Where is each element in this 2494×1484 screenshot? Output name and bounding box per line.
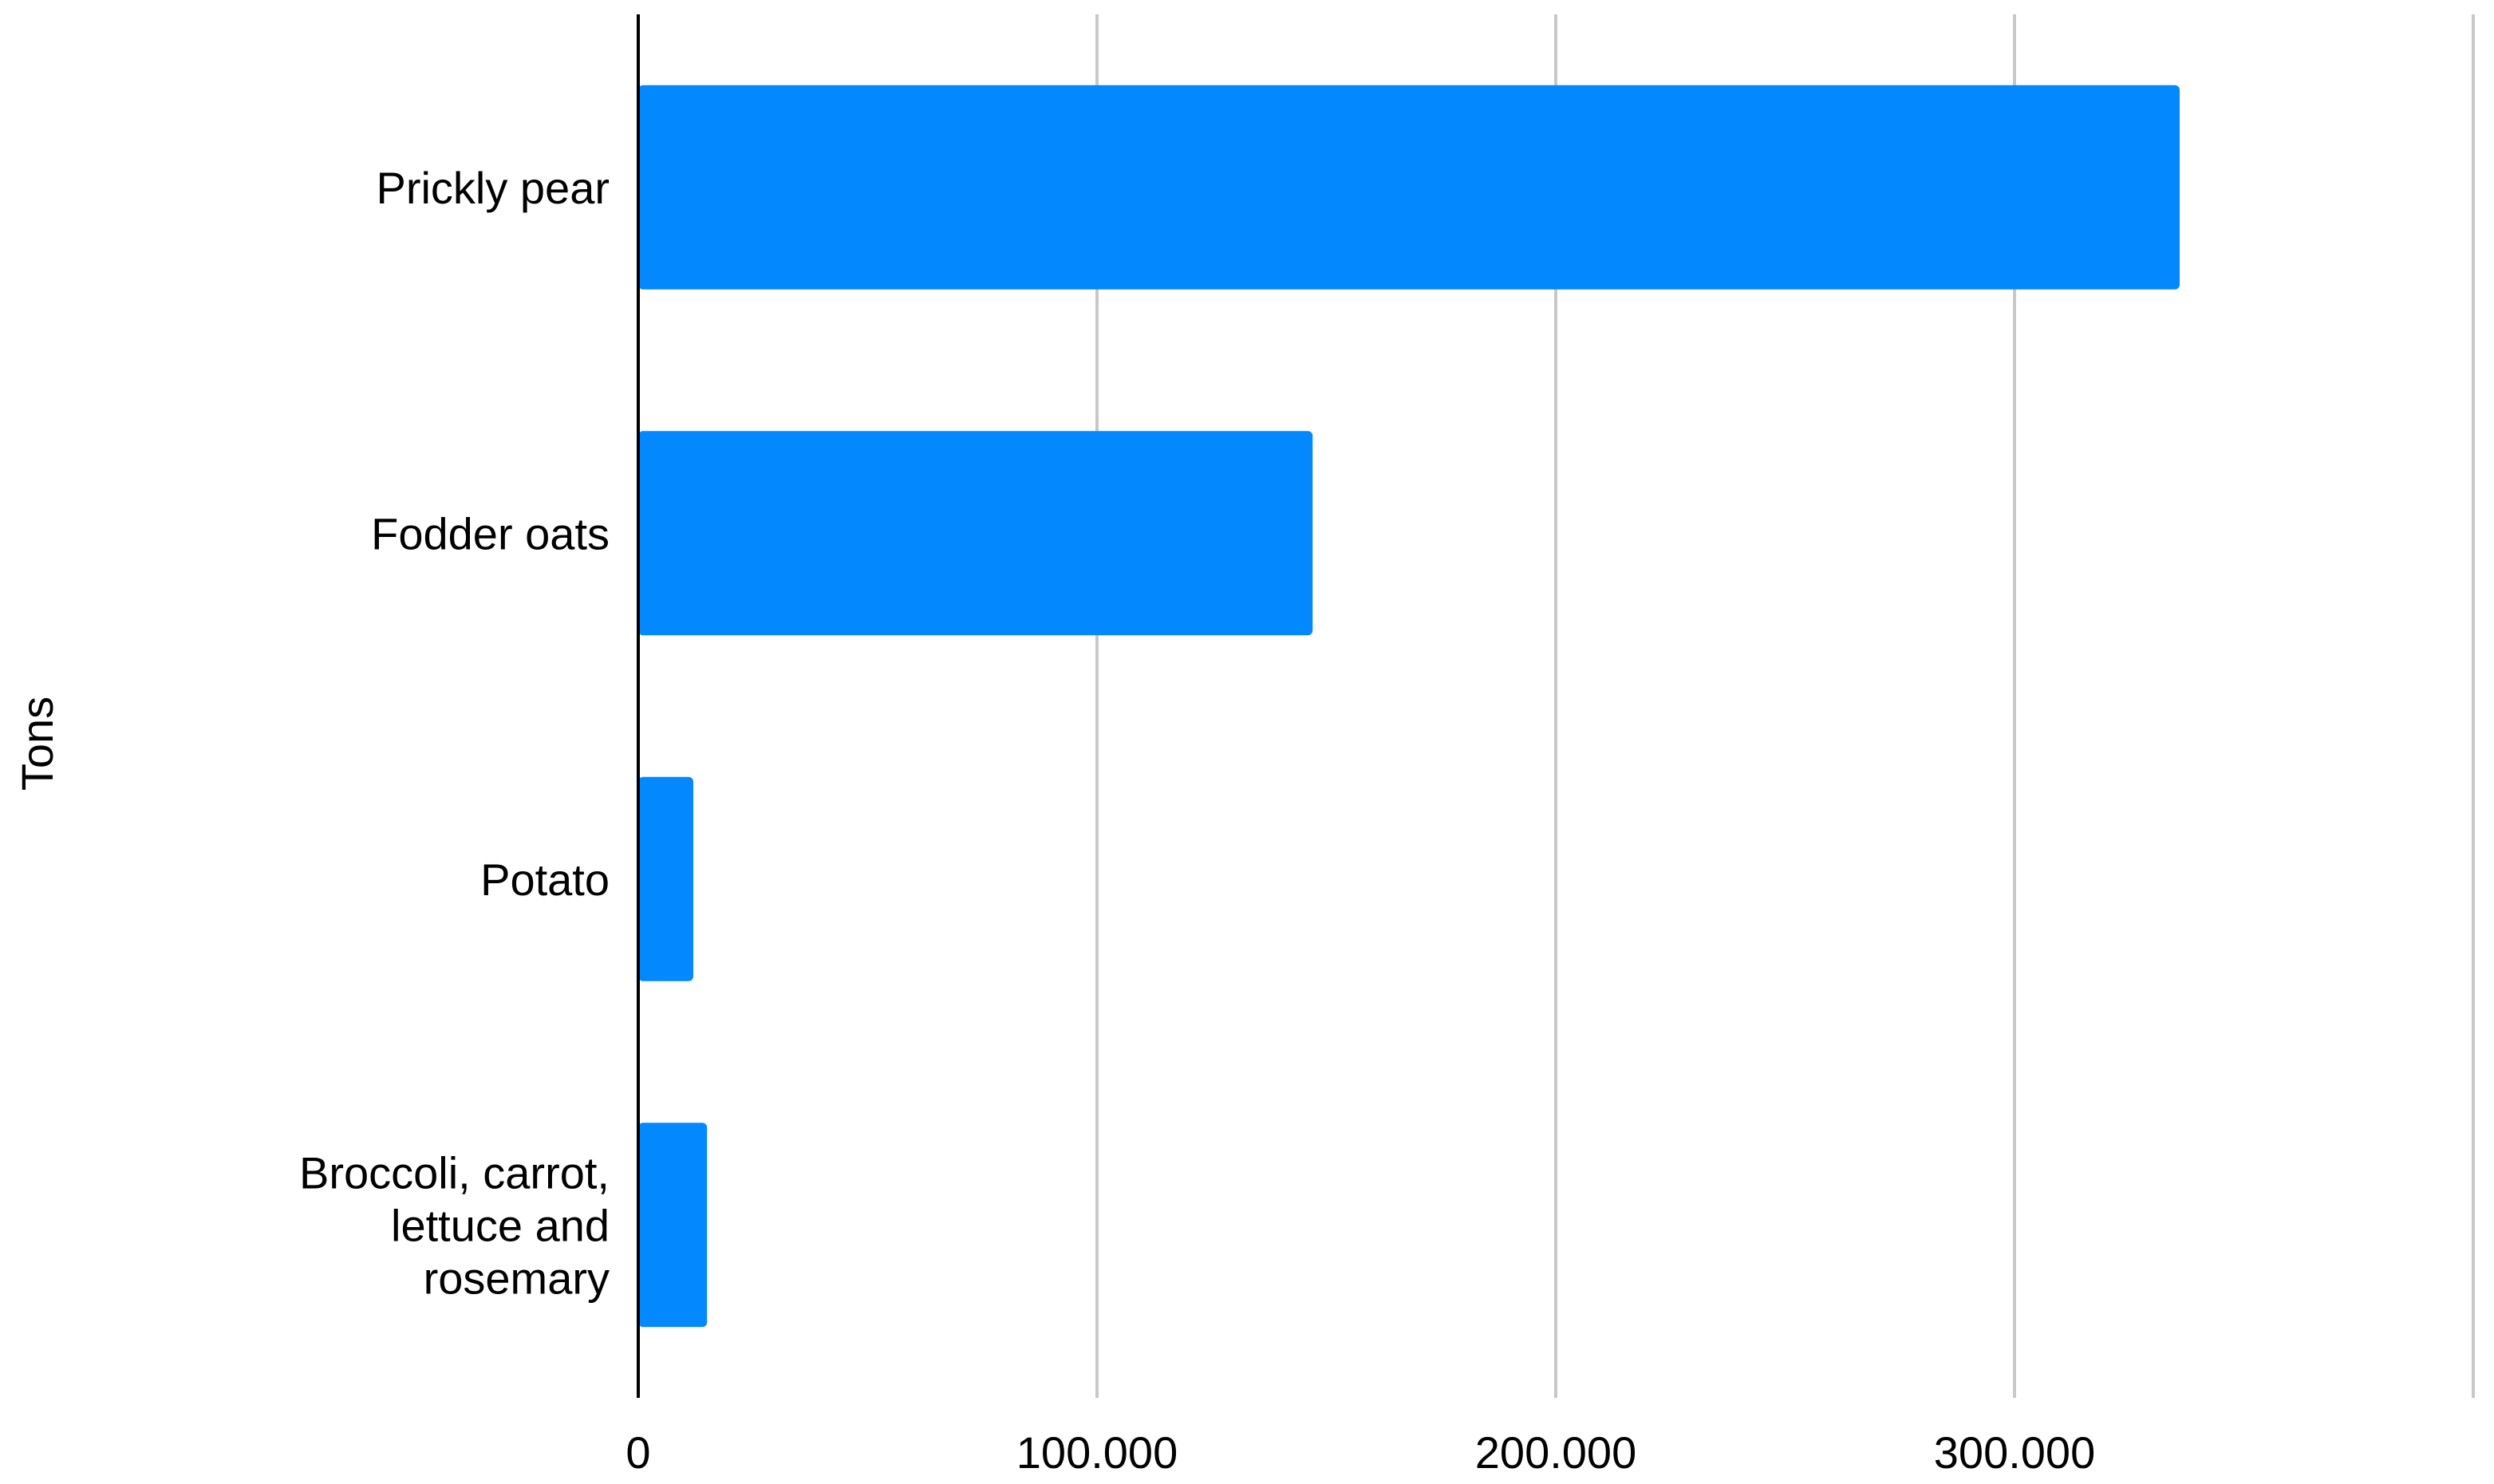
category-label-line: Potato — [480, 854, 610, 905]
category-label-line: lettuce and — [391, 1200, 610, 1250]
category-label: Fodder oats — [371, 508, 610, 558]
category-label: Broccoli, carrot, lettuce and rosemary — [299, 1147, 610, 1303]
x-tick-label: 0 — [625, 1427, 650, 1478]
bars — [638, 85, 2180, 1328]
bar — [638, 431, 1313, 636]
category-label: Potato — [480, 854, 610, 905]
category-label-line: Prickly pear — [376, 163, 610, 213]
bar — [638, 85, 2180, 290]
category-label: Prickly pear — [376, 163, 610, 213]
y-axis-title: Tons — [12, 697, 62, 791]
category-label-line: rosemary — [424, 1253, 610, 1303]
x-tick-label: 300.000 — [1934, 1427, 2095, 1478]
category-labels: Prickly pear Fodder oats Potato Broccoli, c… — [299, 163, 610, 1304]
x-tick-labels: 0 100.000 200.000 300.000 — [625, 1427, 2095, 1478]
x-tick-label: 200.000 — [1475, 1427, 1636, 1478]
bar — [638, 776, 693, 981]
bar — [638, 1123, 708, 1328]
category-label-line: Broccoli, carrot, — [299, 1147, 610, 1198]
category-label-line: Fodder oats — [371, 508, 610, 558]
x-tick-label: 100.000 — [1016, 1427, 1178, 1478]
